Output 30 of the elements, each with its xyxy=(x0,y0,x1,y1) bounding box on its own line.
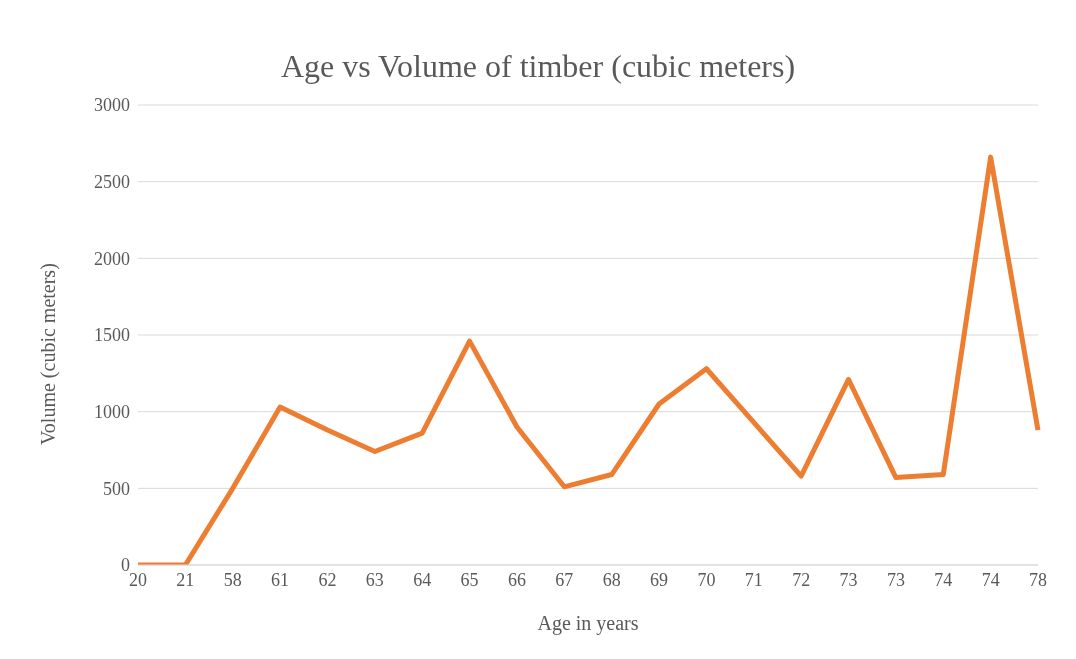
x-axis-title: Age in years xyxy=(537,612,639,635)
x-tick-label: 74 xyxy=(934,569,953,590)
x-tick-label: 21 xyxy=(176,569,195,590)
x-tick-label: 62 xyxy=(318,569,337,590)
x-tick-label: 73 xyxy=(839,569,858,590)
y-tick-label: 2500 xyxy=(94,172,130,193)
x-tick-label: 66 xyxy=(507,569,526,590)
x-tick-label: 71 xyxy=(744,569,763,590)
y-tick-label: 1000 xyxy=(94,402,130,423)
x-tick-label: 73 xyxy=(886,569,905,590)
x-tick-label: 74 xyxy=(981,569,1000,590)
x-tick-label: 68 xyxy=(602,569,621,590)
x-tick-label: 65 xyxy=(460,569,479,590)
y-tick-label: 2000 xyxy=(94,248,130,269)
chart-title: Age vs Volume of timber (cubic meters) xyxy=(279,47,797,85)
y-axis-title: Volume (cubic meters) xyxy=(37,263,61,445)
y-tick-label: 3000 xyxy=(94,95,130,116)
x-tick-label: 64 xyxy=(413,569,432,590)
x-tick-label: 63 xyxy=(365,569,384,590)
x-tick-label: 69 xyxy=(650,569,669,590)
y-tick-label: 1500 xyxy=(94,325,130,346)
x-tick-label: 67 xyxy=(555,569,574,590)
y-tick-label: 500 xyxy=(103,478,130,499)
x-tick-label: 20 xyxy=(129,569,147,590)
x-tick-label: 58 xyxy=(223,569,242,590)
y-tick-label: 0 xyxy=(121,555,130,576)
x-tick-label: 61 xyxy=(271,569,290,590)
x-tick-label: 78 xyxy=(1029,569,1047,590)
x-tick-label: 70 xyxy=(697,569,716,590)
x-tick-label: 72 xyxy=(792,569,811,590)
